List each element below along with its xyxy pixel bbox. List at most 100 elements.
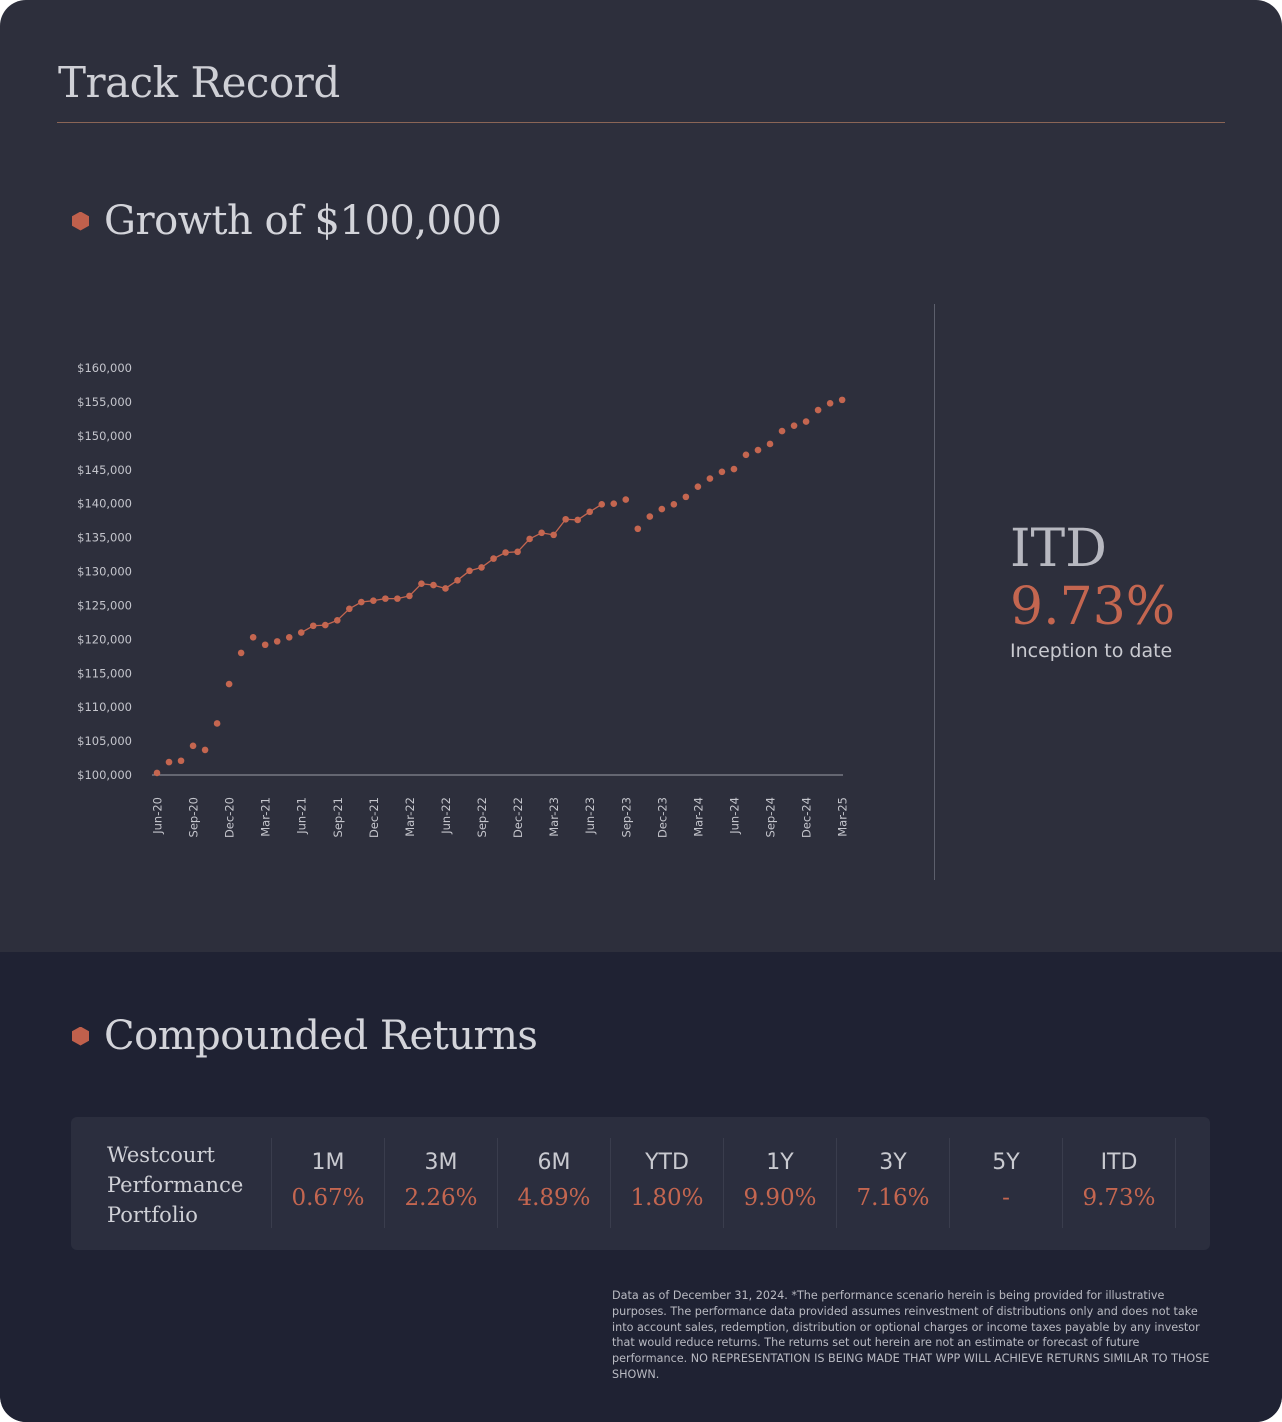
y-tick-label: $100,000 — [77, 768, 132, 782]
column-divider — [949, 1138, 950, 1228]
data-point — [153, 769, 161, 777]
data-point — [261, 641, 269, 649]
data-point — [730, 465, 738, 473]
data-point — [550, 531, 557, 539]
return-value: - — [1002, 1185, 1010, 1211]
title-divider — [57, 122, 1225, 123]
data-point — [406, 592, 413, 600]
column-divider — [723, 1138, 724, 1228]
portfolio-name: Westcourt Performance Portfolio — [107, 1143, 244, 1227]
data-point — [177, 757, 185, 765]
returns-table — [71, 1117, 1210, 1250]
y-tick-label: $130,000 — [77, 565, 132, 579]
data-point — [622, 496, 630, 503]
data-point — [682, 493, 690, 501]
return-period-label: 5Y — [992, 1150, 1020, 1175]
y-tick-label: $145,000 — [77, 463, 132, 477]
data-point — [502, 549, 509, 556]
return-column-3m: 3M 2.26% — [385, 1138, 497, 1228]
data-point — [802, 418, 810, 425]
column-divider — [384, 1138, 385, 1228]
return-column-5y: 5Y - — [950, 1138, 1062, 1228]
column-divider — [610, 1138, 611, 1228]
data-point — [285, 633, 293, 641]
column-divider — [1062, 1138, 1063, 1228]
x-tick-label: Jun-23 — [583, 797, 597, 835]
data-point — [370, 597, 377, 604]
data-point — [574, 516, 581, 524]
return-period-label: 1Y — [766, 1150, 794, 1175]
y-tick-label: $140,000 — [77, 497, 132, 511]
return-value: 1.80% — [630, 1185, 704, 1211]
data-point — [490, 555, 497, 562]
data-point — [790, 422, 798, 429]
x-tick-label: Mar-24 — [691, 797, 705, 837]
data-point — [394, 595, 401, 602]
return-column-itd: ITD 9.73% — [1063, 1138, 1175, 1228]
y-tick-label: $155,000 — [77, 395, 132, 409]
y-tick-label: $110,000 — [77, 700, 132, 714]
data-point — [718, 468, 726, 476]
data-point — [189, 742, 197, 750]
x-tick-label: Sep-22 — [475, 797, 489, 837]
data-point — [213, 720, 221, 727]
data-point — [562, 515, 569, 523]
y-tick-label: $150,000 — [77, 429, 132, 443]
page-title: Track Record — [58, 58, 340, 107]
data-point — [273, 638, 281, 645]
data-point — [442, 585, 449, 592]
column-divider — [1175, 1138, 1176, 1228]
data-point — [297, 629, 305, 636]
x-tick-label: Mar-21 — [259, 797, 273, 837]
data-point — [670, 501, 678, 508]
x-tick-label: Dec-24 — [800, 797, 814, 838]
x-tick-label: Mar-25 — [836, 797, 850, 837]
x-tick-label: Dec-21 — [367, 797, 381, 838]
data-point — [742, 451, 750, 459]
data-point — [466, 567, 473, 575]
data-point — [694, 483, 702, 491]
return-period-label: ITD — [1100, 1150, 1138, 1175]
return-value: 2.26% — [404, 1185, 478, 1211]
return-period-label: 6M — [537, 1150, 571, 1175]
data-point — [634, 525, 642, 533]
returns-heading: Compounded Returns — [72, 1013, 538, 1059]
x-tick-label: Jun-20 — [151, 797, 165, 835]
hexagon-bullet-icon — [72, 211, 89, 231]
y-tick-label: $115,000 — [77, 666, 132, 680]
x-tick-label: Sep-21 — [331, 797, 345, 837]
data-point — [165, 758, 173, 766]
returns-heading-text: Compounded Returns — [104, 1013, 538, 1059]
x-tick-label: Dec-22 — [511, 797, 525, 838]
x-tick-label: Sep-20 — [187, 797, 201, 837]
data-point — [586, 508, 594, 516]
column-divider — [836, 1138, 837, 1228]
x-tick-label: Dec-20 — [223, 797, 237, 838]
data-point — [658, 505, 666, 513]
x-tick-label: Dec-23 — [655, 797, 669, 838]
return-column-1m: 1M 0.67% — [272, 1138, 384, 1228]
return-value: 4.89% — [517, 1185, 591, 1211]
return-value: 9.90% — [743, 1185, 817, 1211]
return-column-ytd: YTD 1.80% — [611, 1138, 723, 1228]
data-point — [454, 577, 461, 584]
data-point — [418, 580, 425, 588]
data-point — [358, 598, 365, 606]
return-value: 9.73% — [1082, 1185, 1156, 1211]
return-column-6m: 6M 4.89% — [498, 1138, 610, 1228]
data-point — [225, 680, 233, 688]
data-point — [514, 548, 521, 556]
x-tick-label: Jun-24 — [727, 797, 741, 835]
return-period-label: 1M — [311, 1150, 345, 1175]
data-point — [778, 427, 786, 435]
hexagon-bullet-icon — [72, 1026, 89, 1046]
data-point — [538, 529, 545, 537]
growth-heading: Growth of $100,000 — [72, 198, 502, 244]
growth-chart: $100,000 $105,000 $110,000 $115,000 $120,000… — [77, 361, 850, 838]
y-tick-label: $160,000 — [77, 361, 132, 375]
column-divider — [497, 1138, 498, 1228]
data-point — [478, 564, 485, 571]
data-point — [346, 605, 353, 613]
data-point — [598, 501, 606, 508]
